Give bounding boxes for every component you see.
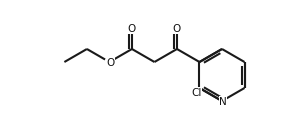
Text: N: N [219,97,227,107]
Text: O: O [106,58,114,68]
Text: O: O [173,24,181,34]
Text: O: O [128,24,136,34]
Text: Cl: Cl [191,88,202,98]
